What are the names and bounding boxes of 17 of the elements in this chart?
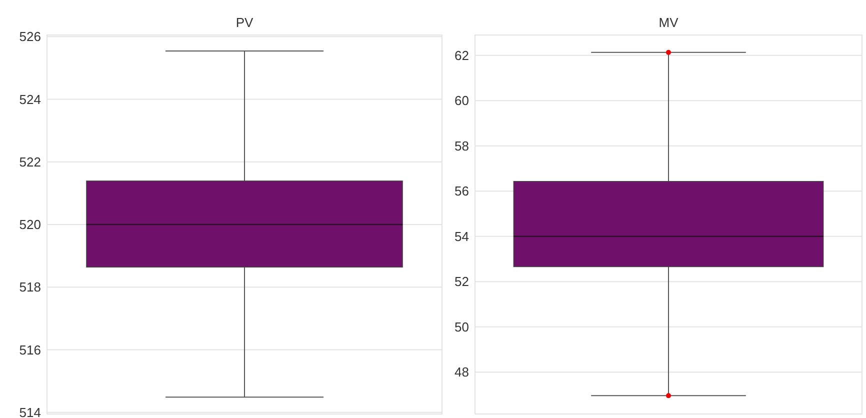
- y-tick-label: 520: [19, 217, 41, 232]
- y-tick-label: 516: [19, 342, 41, 358]
- y-tick-label: 62: [454, 48, 469, 63]
- y-tick-label: 518: [19, 280, 41, 295]
- y-tick-label: 514: [19, 404, 41, 418]
- y-tick-label: 52: [454, 274, 469, 290]
- y-tick-label: 48: [454, 364, 469, 380]
- y-tick-label: 58: [454, 138, 469, 154]
- y-tick-label: 526: [19, 29, 41, 44]
- y-tick-label: 56: [454, 184, 469, 199]
- y-tick-label: 524: [19, 92, 41, 107]
- chart-title: MV: [658, 15, 679, 30]
- y-tick-label: 522: [19, 154, 41, 170]
- y-tick-label: 54: [454, 228, 469, 244]
- y-tick-label: 50: [454, 319, 469, 334]
- y-tick-label: 60: [454, 93, 469, 108]
- chart-title: PV: [236, 15, 254, 30]
